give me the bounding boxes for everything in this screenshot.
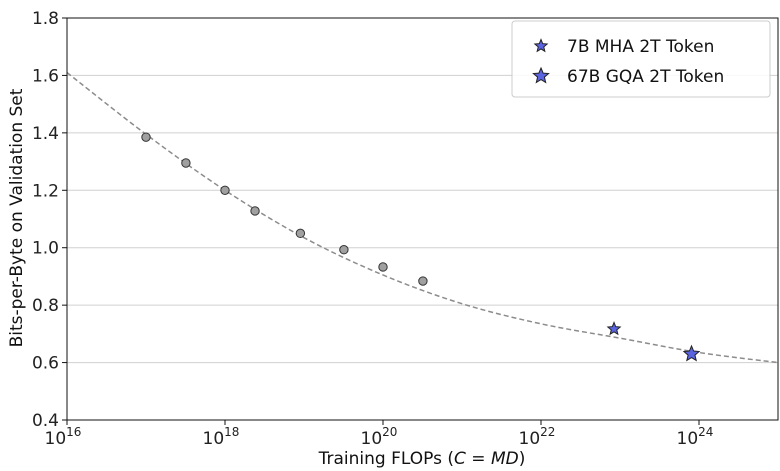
x-tick-label: 1022 <box>519 425 556 449</box>
y-tick-label: 0.4 <box>32 411 59 431</box>
y-axis-title: Bits-per-Byte on Validation Set <box>7 88 27 347</box>
y-tick-label: 1.6 <box>32 66 59 86</box>
experiment-point <box>220 185 230 195</box>
y-tick-label: 0.8 <box>32 296 59 316</box>
legend-box <box>511 20 771 98</box>
experiment-point <box>295 228 306 239</box>
x-tick-label: 1020 <box>361 425 398 449</box>
x-axis-title: Training FLOPs (C = MD) <box>318 449 526 469</box>
experiment-point <box>181 158 191 168</box>
legend-label: 67B GQA 2T Token <box>567 67 724 87</box>
legend-marker-67b <box>532 66 550 84</box>
x-tick-label: 1016 <box>45 425 82 449</box>
y-tick-label: 1.8 <box>32 9 59 29</box>
y-tick-label: 1.0 <box>32 239 59 259</box>
horizontal-gridlines <box>67 17 778 421</box>
experiment-point <box>418 276 428 286</box>
x-tick-label: 1024 <box>677 425 714 449</box>
fit-curve-layer <box>67 71 778 364</box>
x-tick-label: 1018 <box>203 425 240 449</box>
plot-frame <box>66 17 779 421</box>
experiment-point <box>378 262 388 272</box>
fit-curve-line <box>67 71 778 364</box>
y-tick-label: 1.2 <box>32 181 59 201</box>
point-67b-gqa <box>682 344 701 362</box>
legend-marker-7b <box>533 38 549 53</box>
legend-label: 7B MHA 2T Token <box>567 37 714 57</box>
experiment-point <box>141 132 151 142</box>
y-tick-label: 1.4 <box>32 124 59 144</box>
data-points-layer <box>141 132 701 362</box>
y-tick-label: 0.6 <box>32 354 59 374</box>
experiment-point <box>250 206 260 216</box>
y-axis-ticks: 0.4 0.6 0.8 1.0 1.2 1.4 1.6 1.8 <box>32 9 67 431</box>
point-7b-mha <box>606 321 622 336</box>
experiment-point <box>339 245 349 255</box>
x-axis-ticks: 1016 1018 1020 1022 1024 <box>45 420 714 449</box>
legend: 7B MHA 2T Token 67B GQA 2T Token <box>511 20 771 98</box>
